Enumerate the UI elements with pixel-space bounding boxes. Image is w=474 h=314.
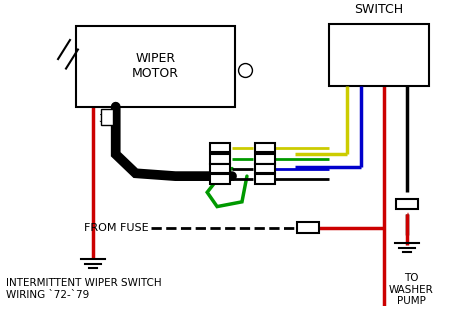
Text: FROM FUSE: FROM FUSE <box>84 223 148 233</box>
Bar <box>255 154 275 164</box>
Text: WIRING `72-`79: WIRING `72-`79 <box>6 290 90 300</box>
Bar <box>255 143 275 152</box>
Bar <box>210 164 230 173</box>
Text: TO
WASHER
PUMP: TO WASHER PUMP <box>389 273 434 306</box>
Text: INTERMITTENT WIPER SWITCH: INTERMITTENT WIPER SWITCH <box>6 278 162 288</box>
Bar <box>210 143 230 152</box>
Bar <box>396 198 418 209</box>
Bar <box>210 174 230 184</box>
Bar <box>255 174 275 184</box>
Text: 31: 31 <box>98 114 112 124</box>
Bar <box>255 164 275 173</box>
Bar <box>329 24 429 86</box>
Bar <box>101 110 113 125</box>
Bar <box>76 26 235 107</box>
Bar <box>210 154 230 164</box>
Bar <box>297 222 319 233</box>
Text: WIPER
MOTOR: WIPER MOTOR <box>132 52 179 80</box>
Text: SWITCH: SWITCH <box>355 3 404 16</box>
